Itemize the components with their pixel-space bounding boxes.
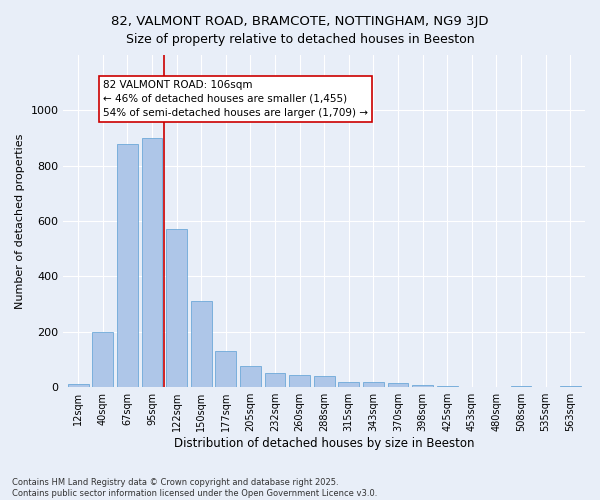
Bar bbox=[363, 382, 384, 387]
Bar bbox=[191, 302, 212, 387]
Bar bbox=[314, 376, 335, 387]
Bar bbox=[117, 144, 138, 387]
X-axis label: Distribution of detached houses by size in Beeston: Distribution of detached houses by size … bbox=[174, 437, 475, 450]
Bar bbox=[486, 386, 507, 387]
Bar bbox=[142, 138, 163, 387]
Bar bbox=[92, 332, 113, 387]
Text: 82 VALMONT ROAD: 106sqm
← 46% of detached houses are smaller (1,455)
54% of semi: 82 VALMONT ROAD: 106sqm ← 46% of detache… bbox=[103, 80, 368, 118]
Bar bbox=[388, 383, 409, 387]
Bar bbox=[560, 386, 581, 387]
Text: Contains HM Land Registry data © Crown copyright and database right 2025.
Contai: Contains HM Land Registry data © Crown c… bbox=[12, 478, 377, 498]
Bar bbox=[535, 386, 556, 387]
Bar bbox=[511, 386, 532, 387]
Bar bbox=[289, 375, 310, 387]
Bar bbox=[265, 374, 286, 387]
Bar bbox=[437, 386, 458, 387]
Text: Size of property relative to detached houses in Beeston: Size of property relative to detached ho… bbox=[125, 32, 475, 46]
Bar bbox=[338, 382, 359, 387]
Bar bbox=[215, 351, 236, 387]
Bar bbox=[412, 385, 433, 387]
Bar bbox=[166, 230, 187, 387]
Text: 82, VALMONT ROAD, BRAMCOTE, NOTTINGHAM, NG9 3JD: 82, VALMONT ROAD, BRAMCOTE, NOTTINGHAM, … bbox=[111, 15, 489, 28]
Bar bbox=[68, 384, 89, 387]
Bar bbox=[240, 366, 261, 387]
Bar bbox=[461, 386, 482, 387]
Y-axis label: Number of detached properties: Number of detached properties bbox=[15, 134, 25, 309]
